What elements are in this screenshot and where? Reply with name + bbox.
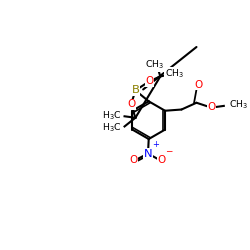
Text: B: B [132,86,140,96]
Text: H$_3$C: H$_3$C [102,109,122,122]
Text: O: O [129,154,138,164]
Text: O: O [208,102,216,112]
Text: H$_3$C: H$_3$C [102,121,122,134]
Text: +: + [152,140,159,149]
Text: N: N [144,148,152,158]
Text: −: − [165,146,172,155]
Text: CH$_3$: CH$_3$ [165,67,184,80]
Text: O: O [145,76,154,86]
Text: CH$_3$: CH$_3$ [145,58,164,71]
Text: CH$_3$: CH$_3$ [229,99,248,112]
Text: O: O [157,154,166,164]
Text: O: O [127,100,135,110]
Text: O: O [195,80,203,90]
